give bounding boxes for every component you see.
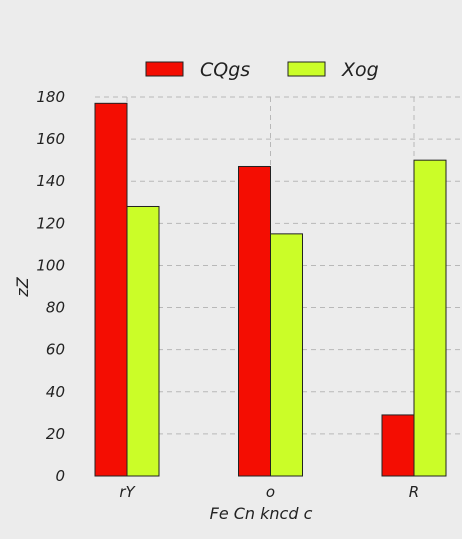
bars: [94, 102, 447, 477]
y-tick-label: 180: [36, 88, 65, 106]
bar-xog-o: [270, 233, 303, 477]
bar-xog-ry: [126, 205, 160, 477]
bar-cqgs-ry: [94, 102, 128, 477]
y-tick-label: 140: [36, 172, 65, 190]
legend-swatch: [287, 61, 326, 77]
x-tick-label: rY: [119, 483, 136, 501]
y-tick-label: 100: [36, 256, 65, 274]
legend-swatch: [145, 61, 184, 77]
y-tick-label: 20: [46, 425, 65, 443]
x-tick-labels: rY o R: [119, 483, 419, 501]
y-axis-title: zZ: [13, 276, 32, 297]
y-tick-label: 0: [55, 467, 65, 485]
x-axis-title: Fe Cn kncd c: [210, 504, 313, 523]
legend: CQgs Xog: [145, 59, 379, 81]
y-tick-labels: 0 20 40 60 80 100 120 140 160 180: [36, 88, 65, 485]
legend-label: CQgs: [200, 59, 250, 81]
y-tick-label: 60: [46, 341, 65, 359]
y-tick-label: 80: [46, 299, 65, 317]
bar-cqgs-r: [381, 414, 415, 477]
bar-xog-r: [413, 159, 447, 477]
y-tick-label: 160: [36, 130, 65, 148]
legend-label: Xog: [341, 59, 379, 81]
x-tick-label: R: [409, 483, 419, 501]
y-tick-label: 120: [36, 214, 65, 232]
x-tick-label: o: [266, 483, 275, 501]
y-tick-label: 40: [46, 383, 65, 401]
bar-cqgs-o: [238, 165, 271, 477]
